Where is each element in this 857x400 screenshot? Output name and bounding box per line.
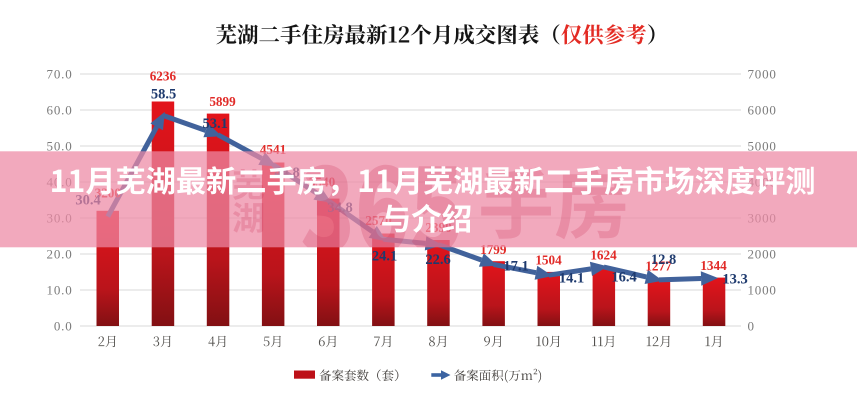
svg-text:1624: 1624 [590,248,617,263]
svg-text:20.0: 20.0 [47,246,73,261]
svg-text:24.1: 24.1 [372,248,397,264]
svg-text:2000: 2000 [748,246,777,261]
svg-text:10.0: 10.0 [47,282,73,297]
svg-text:70.0: 70.0 [47,66,73,81]
svg-text:1344: 1344 [700,258,727,273]
svg-text:16.4: 16.4 [611,269,636,285]
svg-text:22.6: 22.6 [425,252,450,268]
svg-text:7000: 7000 [748,66,777,81]
svg-text:1277: 1277 [645,259,672,274]
svg-text:0: 0 [748,318,755,333]
svg-text:5000: 5000 [748,138,777,153]
svg-text:6236: 6236 [150,68,177,83]
svg-text:53.1: 53.1 [203,116,228,132]
svg-text:14.1: 14.1 [559,270,584,286]
svg-text:12.8: 12.8 [651,252,676,268]
svg-text:6000: 6000 [748,102,777,117]
svg-text:17.1: 17.1 [503,259,528,275]
svg-text:50.0: 50.0 [47,138,73,153]
svg-text:0.0: 0.0 [54,318,73,333]
svg-text:1000: 1000 [748,282,777,297]
svg-text:58.5: 58.5 [151,87,176,103]
svg-text:1504: 1504 [535,253,562,268]
svg-text:60.0: 60.0 [47,102,73,117]
svg-text:13.3: 13.3 [722,272,747,288]
svg-text:5899: 5899 [209,94,236,109]
